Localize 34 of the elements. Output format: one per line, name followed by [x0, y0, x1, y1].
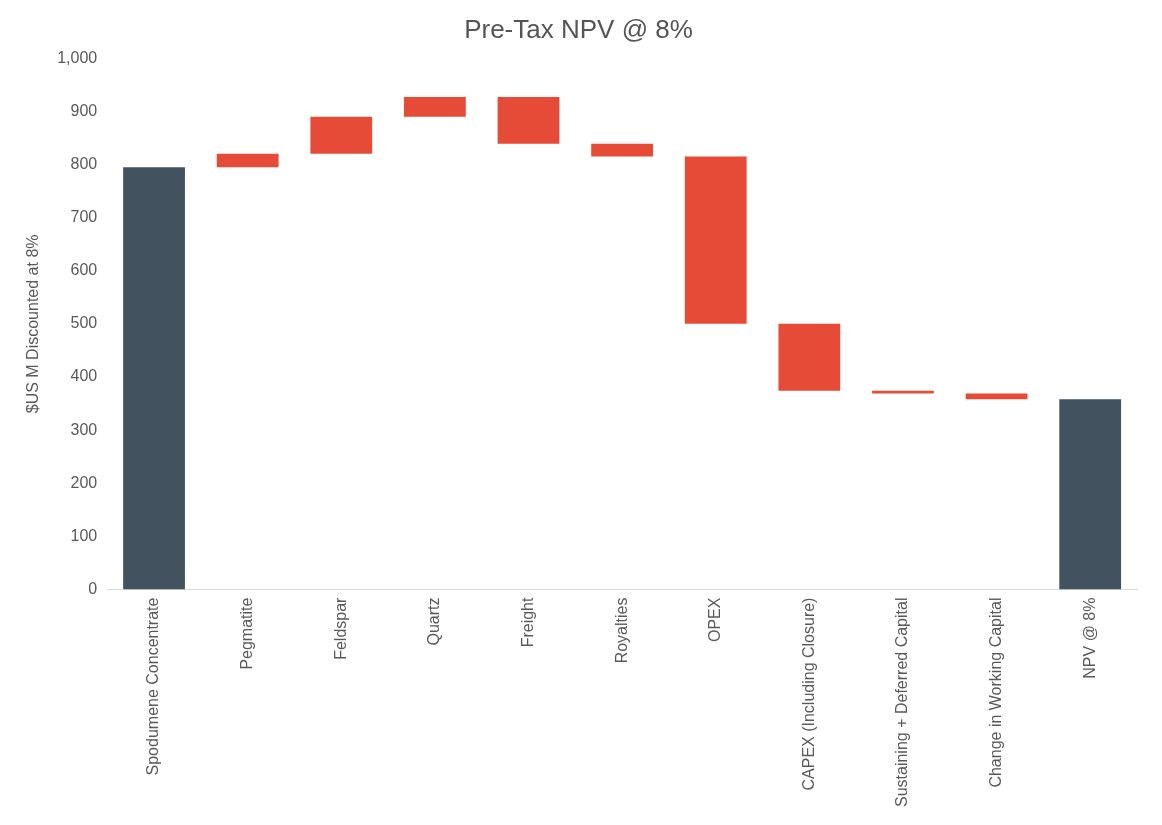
bar — [1059, 399, 1122, 590]
bar — [965, 393, 1028, 400]
bar — [684, 156, 747, 324]
bar — [497, 96, 560, 144]
x-tick-label: Sustaining + Deferred Capital — [893, 597, 911, 807]
y-tick-label: 1,000 — [57, 48, 98, 66]
bar — [778, 323, 841, 391]
y-tick-label: 100 — [70, 526, 98, 544]
y-tick-label: 600 — [70, 261, 98, 279]
x-tick-label: Pegmatite — [238, 597, 256, 670]
y-axis-title: $US M Discounted at 8% — [24, 234, 42, 414]
x-tick-label: NPV @ 8% — [1080, 597, 1098, 679]
y-tick-label: 0 — [88, 579, 98, 597]
x-tick-label: Spodumene Concentrate — [144, 597, 162, 776]
bar — [591, 143, 654, 157]
x-tick-label: Freight — [518, 596, 536, 648]
bar — [216, 153, 279, 168]
y-tick-label: 900 — [70, 101, 98, 119]
y-tick-label: 300 — [70, 420, 98, 438]
y-tick-label: 400 — [70, 367, 98, 385]
x-tick-label: Royalties — [612, 597, 630, 664]
y-tick-label: 500 — [70, 314, 98, 332]
x-tick-label: Quartz — [425, 597, 443, 646]
x-tick-label: OPEX — [706, 597, 724, 643]
bar — [310, 116, 373, 154]
x-tick-label: CAPEX (Including Closure) — [799, 597, 817, 791]
chart-title: Pre-Tax NPV @ 8% — [464, 13, 693, 44]
y-tick-label: 800 — [70, 154, 98, 172]
bar — [404, 96, 466, 117]
bar — [123, 167, 185, 590]
x-tick-label: Change in Working Capital — [986, 597, 1004, 788]
y-tick-label: 700 — [70, 208, 98, 226]
x-tick-label: Feldspar — [331, 596, 349, 660]
y-tick-label: 200 — [70, 473, 98, 491]
